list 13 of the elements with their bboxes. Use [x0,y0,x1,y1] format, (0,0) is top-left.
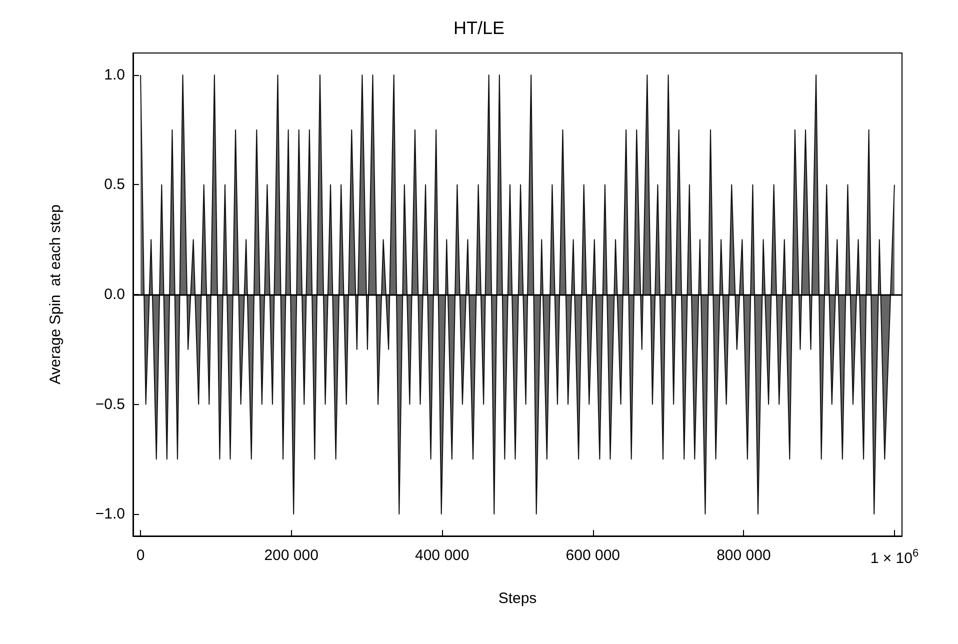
y-tick-label: −1.0 [95,506,125,523]
chart-title: HT/LE [453,18,505,38]
x-tick-label: 600 000 [566,547,620,564]
y-tick-label: −0.5 [95,396,125,413]
y-tick-label: 1.0 [104,66,125,84]
x-tick-label: 0 [136,547,145,564]
x-tick-label: 400 000 [414,547,470,564]
x-tick-label: 200 000 [264,547,318,564]
x-axis-title: Steps [498,590,537,607]
y-axis-title: Average Spin at each step [47,204,64,384]
y-tick-label: 0.0 [104,286,125,303]
y-tick-label: 0.5 [104,176,125,194]
x-tick-label: 800 000 [716,547,771,564]
